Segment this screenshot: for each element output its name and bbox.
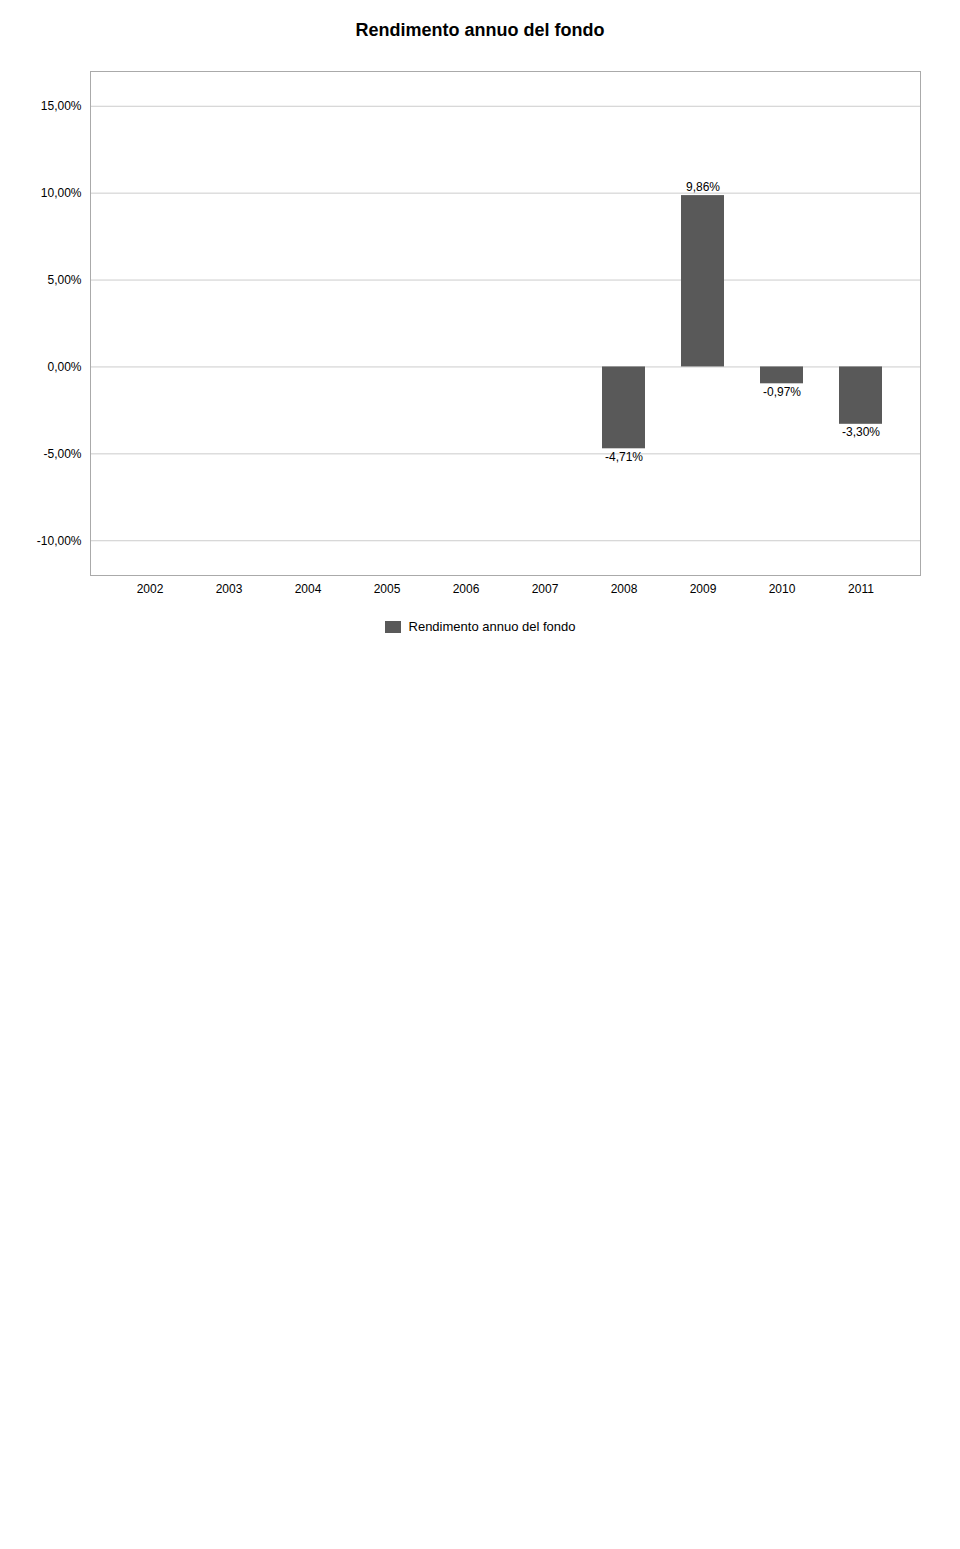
svg-text:2005: 2005: [374, 582, 401, 596]
svg-text:2007: 2007: [532, 582, 559, 596]
svg-text:-0,97%: -0,97%: [763, 385, 801, 399]
svg-text:5,00%: 5,00%: [47, 273, 81, 287]
svg-text:2011: 2011: [848, 582, 874, 596]
svg-text:9,86%: 9,86%: [686, 180, 720, 194]
svg-text:2010: 2010: [769, 582, 796, 596]
html-text:Rendimento annuo del fondo: Rendimento annuo del fondo: [355, 20, 605, 40]
svg-text:-5,00%: -5,00%: [43, 447, 81, 461]
svg-text:-10,00%: -10,00%: [37, 534, 82, 548]
svg-text:15,00%: 15,00%: [41, 99, 82, 113]
svg-text:2006: 2006: [453, 582, 480, 596]
svg-text:2004: 2004: [295, 582, 322, 596]
svg-text:2008: 2008: [611, 582, 638, 596]
svg-text:-4,71%: -4,71%: [605, 450, 643, 464]
svg-text:0,00%: 0,00%: [47, 360, 81, 374]
html-text:Rendimento annuo del fondo: Rendimento annuo del fondo: [408, 619, 576, 634]
svg-text:2002: 2002: [137, 582, 164, 596]
svg-text:2009: 2009: [690, 582, 717, 596]
svg-text:10,00%: 10,00%: [41, 186, 82, 200]
svg-text:2003: 2003: [216, 582, 243, 596]
svg-text:-3,30%: -3,30%: [842, 425, 880, 439]
